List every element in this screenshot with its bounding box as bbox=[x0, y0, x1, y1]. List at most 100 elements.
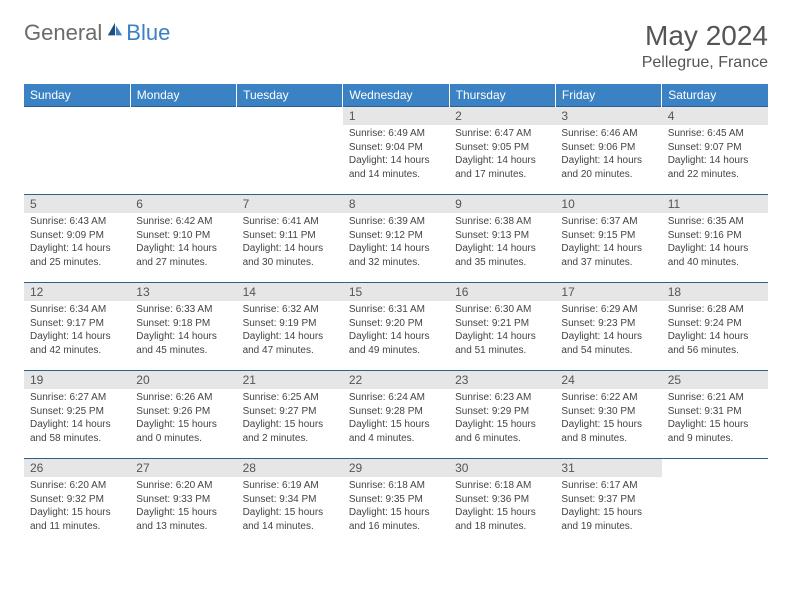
calendar-cell bbox=[130, 107, 236, 195]
day-number: 10 bbox=[555, 195, 661, 213]
cell-body: Sunrise: 6:20 AMSunset: 9:32 PMDaylight:… bbox=[24, 477, 130, 537]
day-header: Tuesday bbox=[237, 84, 343, 107]
day-number: 29 bbox=[343, 459, 449, 477]
calendar-cell: 31Sunrise: 6:17 AMSunset: 9:37 PMDayligh… bbox=[555, 459, 661, 547]
calendar-cell bbox=[24, 107, 130, 195]
sail-icon bbox=[106, 21, 124, 39]
brand-logo: General Blue bbox=[24, 20, 170, 46]
sunrise-line: Sunrise: 6:17 AM bbox=[561, 479, 655, 493]
sunset-line: Sunset: 9:34 PM bbox=[243, 493, 337, 507]
day-number: 25 bbox=[662, 371, 768, 389]
cell-body: Sunrise: 6:22 AMSunset: 9:30 PMDaylight:… bbox=[555, 389, 661, 449]
day-header: Sunday bbox=[24, 84, 130, 107]
cell-body: Sunrise: 6:31 AMSunset: 9:20 PMDaylight:… bbox=[343, 301, 449, 361]
day-number: 11 bbox=[662, 195, 768, 213]
cell-body: Sunrise: 6:38 AMSunset: 9:13 PMDaylight:… bbox=[449, 213, 555, 273]
day-number: 1 bbox=[343, 107, 449, 125]
sunset-line: Sunset: 9:31 PM bbox=[668, 405, 762, 419]
sunrise-line: Sunrise: 6:34 AM bbox=[30, 303, 124, 317]
calendar-cell bbox=[662, 459, 768, 547]
day-number: 19 bbox=[24, 371, 130, 389]
cell-body: Sunrise: 6:26 AMSunset: 9:26 PMDaylight:… bbox=[130, 389, 236, 449]
cell-body: Sunrise: 6:27 AMSunset: 9:25 PMDaylight:… bbox=[24, 389, 130, 449]
calendar-cell: 2Sunrise: 6:47 AMSunset: 9:05 PMDaylight… bbox=[449, 107, 555, 195]
cell-body: Sunrise: 6:21 AMSunset: 9:31 PMDaylight:… bbox=[662, 389, 768, 449]
sunrise-line: Sunrise: 6:29 AM bbox=[561, 303, 655, 317]
day-number: 26 bbox=[24, 459, 130, 477]
sunrise-line: Sunrise: 6:41 AM bbox=[243, 215, 337, 229]
day-number: 18 bbox=[662, 283, 768, 301]
day-number: 7 bbox=[237, 195, 343, 213]
daylight-line: Daylight: 14 hours and 25 minutes. bbox=[30, 242, 124, 269]
day-number: 2 bbox=[449, 107, 555, 125]
daylight-line: Daylight: 15 hours and 9 minutes. bbox=[668, 418, 762, 445]
sunset-line: Sunset: 9:06 PM bbox=[561, 141, 655, 155]
daylight-line: Daylight: 15 hours and 6 minutes. bbox=[455, 418, 549, 445]
day-header-row: SundayMondayTuesdayWednesdayThursdayFrid… bbox=[24, 84, 768, 107]
sunrise-line: Sunrise: 6:49 AM bbox=[349, 127, 443, 141]
daylight-line: Daylight: 14 hours and 40 minutes. bbox=[668, 242, 762, 269]
sunrise-line: Sunrise: 6:23 AM bbox=[455, 391, 549, 405]
calendar-cell: 14Sunrise: 6:32 AMSunset: 9:19 PMDayligh… bbox=[237, 283, 343, 371]
day-header: Saturday bbox=[662, 84, 768, 107]
daylight-line: Daylight: 14 hours and 27 minutes. bbox=[136, 242, 230, 269]
sunset-line: Sunset: 9:18 PM bbox=[136, 317, 230, 331]
sunrise-line: Sunrise: 6:26 AM bbox=[136, 391, 230, 405]
day-number: 6 bbox=[130, 195, 236, 213]
sunrise-line: Sunrise: 6:33 AM bbox=[136, 303, 230, 317]
sunset-line: Sunset: 9:19 PM bbox=[243, 317, 337, 331]
sunset-line: Sunset: 9:21 PM bbox=[455, 317, 549, 331]
sunrise-line: Sunrise: 6:38 AM bbox=[455, 215, 549, 229]
sunrise-line: Sunrise: 6:24 AM bbox=[349, 391, 443, 405]
sunrise-line: Sunrise: 6:18 AM bbox=[455, 479, 549, 493]
day-number: 8 bbox=[343, 195, 449, 213]
daylight-line: Daylight: 14 hours and 54 minutes. bbox=[561, 330, 655, 357]
calendar-week: 5Sunrise: 6:43 AMSunset: 9:09 PMDaylight… bbox=[24, 195, 768, 283]
sunrise-line: Sunrise: 6:20 AM bbox=[30, 479, 124, 493]
cell-body: Sunrise: 6:18 AMSunset: 9:36 PMDaylight:… bbox=[449, 477, 555, 537]
sunset-line: Sunset: 9:09 PM bbox=[30, 229, 124, 243]
daylight-line: Daylight: 14 hours and 20 minutes. bbox=[561, 154, 655, 181]
calendar-cell: 26Sunrise: 6:20 AMSunset: 9:32 PMDayligh… bbox=[24, 459, 130, 547]
daylight-line: Daylight: 15 hours and 16 minutes. bbox=[349, 506, 443, 533]
sunset-line: Sunset: 9:20 PM bbox=[349, 317, 443, 331]
sunrise-line: Sunrise: 6:35 AM bbox=[668, 215, 762, 229]
header: General Blue May 2024 Pellegrue, France bbox=[24, 20, 768, 72]
daylight-line: Daylight: 15 hours and 13 minutes. bbox=[136, 506, 230, 533]
brand-part2: Blue bbox=[126, 20, 170, 46]
day-number: 14 bbox=[237, 283, 343, 301]
sunrise-line: Sunrise: 6:21 AM bbox=[668, 391, 762, 405]
daylight-line: Daylight: 14 hours and 42 minutes. bbox=[30, 330, 124, 357]
calendar-cell: 29Sunrise: 6:18 AMSunset: 9:35 PMDayligh… bbox=[343, 459, 449, 547]
sunset-line: Sunset: 9:13 PM bbox=[455, 229, 549, 243]
day-number: 16 bbox=[449, 283, 555, 301]
calendar-page: General Blue May 2024 Pellegrue, France … bbox=[0, 0, 792, 567]
sunset-line: Sunset: 9:25 PM bbox=[30, 405, 124, 419]
cell-body: Sunrise: 6:46 AMSunset: 9:06 PMDaylight:… bbox=[555, 125, 661, 185]
sunrise-line: Sunrise: 6:20 AM bbox=[136, 479, 230, 493]
brand-part1: General bbox=[24, 20, 102, 46]
daylight-line: Daylight: 14 hours and 17 minutes. bbox=[455, 154, 549, 181]
sunset-line: Sunset: 9:36 PM bbox=[455, 493, 549, 507]
sunrise-line: Sunrise: 6:42 AM bbox=[136, 215, 230, 229]
day-number: 24 bbox=[555, 371, 661, 389]
daylight-line: Daylight: 15 hours and 2 minutes. bbox=[243, 418, 337, 445]
daylight-line: Daylight: 14 hours and 22 minutes. bbox=[668, 154, 762, 181]
sunset-line: Sunset: 9:35 PM bbox=[349, 493, 443, 507]
calendar-cell: 3Sunrise: 6:46 AMSunset: 9:06 PMDaylight… bbox=[555, 107, 661, 195]
day-number: 28 bbox=[237, 459, 343, 477]
day-number: 5 bbox=[24, 195, 130, 213]
sunset-line: Sunset: 9:15 PM bbox=[561, 229, 655, 243]
sunset-line: Sunset: 9:32 PM bbox=[30, 493, 124, 507]
sunrise-line: Sunrise: 6:28 AM bbox=[668, 303, 762, 317]
day-number: 30 bbox=[449, 459, 555, 477]
calendar-cell: 25Sunrise: 6:21 AMSunset: 9:31 PMDayligh… bbox=[662, 371, 768, 459]
daylight-line: Daylight: 14 hours and 56 minutes. bbox=[668, 330, 762, 357]
daylight-line: Daylight: 15 hours and 8 minutes. bbox=[561, 418, 655, 445]
calendar-cell: 8Sunrise: 6:39 AMSunset: 9:12 PMDaylight… bbox=[343, 195, 449, 283]
sunrise-line: Sunrise: 6:30 AM bbox=[455, 303, 549, 317]
daylight-line: Daylight: 15 hours and 4 minutes. bbox=[349, 418, 443, 445]
calendar-cell: 12Sunrise: 6:34 AMSunset: 9:17 PMDayligh… bbox=[24, 283, 130, 371]
calendar-cell: 4Sunrise: 6:45 AMSunset: 9:07 PMDaylight… bbox=[662, 107, 768, 195]
cell-body bbox=[130, 125, 236, 131]
